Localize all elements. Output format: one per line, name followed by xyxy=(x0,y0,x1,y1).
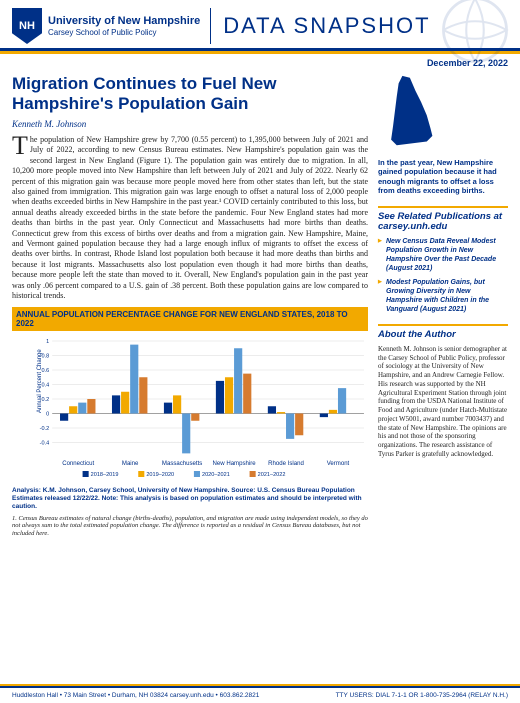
svg-text:-0.2: -0.2 xyxy=(40,426,50,432)
footnote-text: 1. Census Bureau estimates of natural ch… xyxy=(12,515,368,537)
related-heading: See Related Publications at carsey.unh.e… xyxy=(378,212,508,233)
svg-text:1: 1 xyxy=(46,339,49,345)
logo-block: NH University of New Hampshire Carsey Sc… xyxy=(12,8,211,44)
svg-text:2020–2021: 2020–2021 xyxy=(202,472,230,478)
svg-text:New Hampshire: New Hampshire xyxy=(213,461,257,467)
author-byline: Kenneth M. Johnson xyxy=(12,119,368,129)
svg-text:Vermont: Vermont xyxy=(327,461,350,467)
map-caption: In the past year, New Hampshire gained p… xyxy=(378,158,508,196)
footer-right: TTY USERS: DIAL 7-1-1 OR 1-800-735-2964 … xyxy=(336,692,508,699)
svg-text:0: 0 xyxy=(46,412,49,418)
svg-text:2018–2019: 2018–2019 xyxy=(91,472,119,478)
university-name: University of New Hampshire xyxy=(48,15,200,27)
related-link[interactable]: Modest Population Gains, but Growing Div… xyxy=(378,279,508,314)
watermark-icon xyxy=(440,0,510,65)
sidebar-column: In the past year, New Hampshire gained p… xyxy=(378,74,508,537)
state-map-icon xyxy=(378,74,438,149)
about-author-text: Kenneth M. Johnson is senior demographer… xyxy=(378,345,508,459)
article-title: Migration Continues to Fuel New Hampshir… xyxy=(12,74,368,113)
footer-left: Huddleston Hall • 73 Main Street • Durha… xyxy=(12,692,259,699)
svg-text:Rhode Island: Rhode Island xyxy=(268,461,304,467)
chart-heading: ANNUAL POPULATION PERCENTAGE CHANGE FOR … xyxy=(12,307,368,331)
svg-text:2019–2020: 2019–2020 xyxy=(146,472,174,478)
svg-text:Maine: Maine xyxy=(122,461,139,467)
shield-logo: NH xyxy=(12,8,42,44)
related-link[interactable]: New Census Data Reveal Modest Population… xyxy=(378,238,508,273)
svg-text:Massachusetts: Massachusetts xyxy=(162,461,202,467)
main-column: Migration Continues to Fuel New Hampshir… xyxy=(12,74,368,537)
article-body: The population of New Hampshire grew by … xyxy=(12,135,368,301)
svg-text:Connecticut: Connecticut xyxy=(62,461,94,467)
school-name: Carsey School of Public Policy xyxy=(48,29,200,38)
page-footer: Huddleston Hall • 73 Main Street • Durha… xyxy=(0,686,520,703)
bar-chart: Annual Percent Change -0.4-0.200.20.40.6… xyxy=(12,335,368,485)
chart-caption: Analysis: K.M. Johnson, Carsey School, U… xyxy=(12,487,368,510)
y-axis-label: Annual Percent Change xyxy=(37,350,43,414)
svg-text:-0.4: -0.4 xyxy=(40,441,50,447)
svg-text:2021–2022: 2021–2022 xyxy=(258,472,286,478)
about-heading: About the Author xyxy=(378,330,508,340)
